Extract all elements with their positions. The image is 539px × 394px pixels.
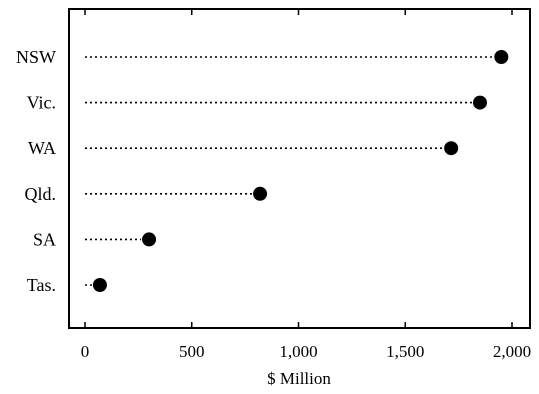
- category-label-nsw: NSW: [16, 47, 56, 67]
- category-label-vic: Vic.: [27, 93, 56, 113]
- category-label-sa: SA: [33, 229, 56, 249]
- x-axis-title: $ Million: [267, 369, 331, 388]
- x-axis-ticks: 0 500 1,000 1,500 2,000: [81, 9, 531, 361]
- category-label-wa: WA: [28, 138, 56, 158]
- data-point-sa: [142, 232, 157, 247]
- x-tick-label-2: 1,000: [279, 342, 317, 361]
- data-point-qld: [253, 186, 268, 201]
- x-tick-label-3: 1,500: [386, 342, 424, 361]
- category-label-qld: Qld.: [25, 184, 57, 204]
- data-point-wa: [444, 141, 459, 156]
- data-point-nsw: [494, 50, 509, 64]
- category-labels: NSW Vic. WA Qld. SA Tas.: [16, 47, 56, 295]
- x-tick-label-0: 0: [81, 342, 90, 361]
- data-point-vic: [472, 95, 487, 110]
- x-tick-label-4: 2,000: [493, 342, 531, 361]
- plot-frame: [68, 8, 531, 329]
- x-tick-label-1: 500: [179, 342, 205, 361]
- leader-lines: [85, 56, 494, 286]
- data-points: [92, 50, 509, 292]
- data-point-tas: [92, 278, 107, 292]
- category-label-tas: Tas.: [27, 275, 56, 295]
